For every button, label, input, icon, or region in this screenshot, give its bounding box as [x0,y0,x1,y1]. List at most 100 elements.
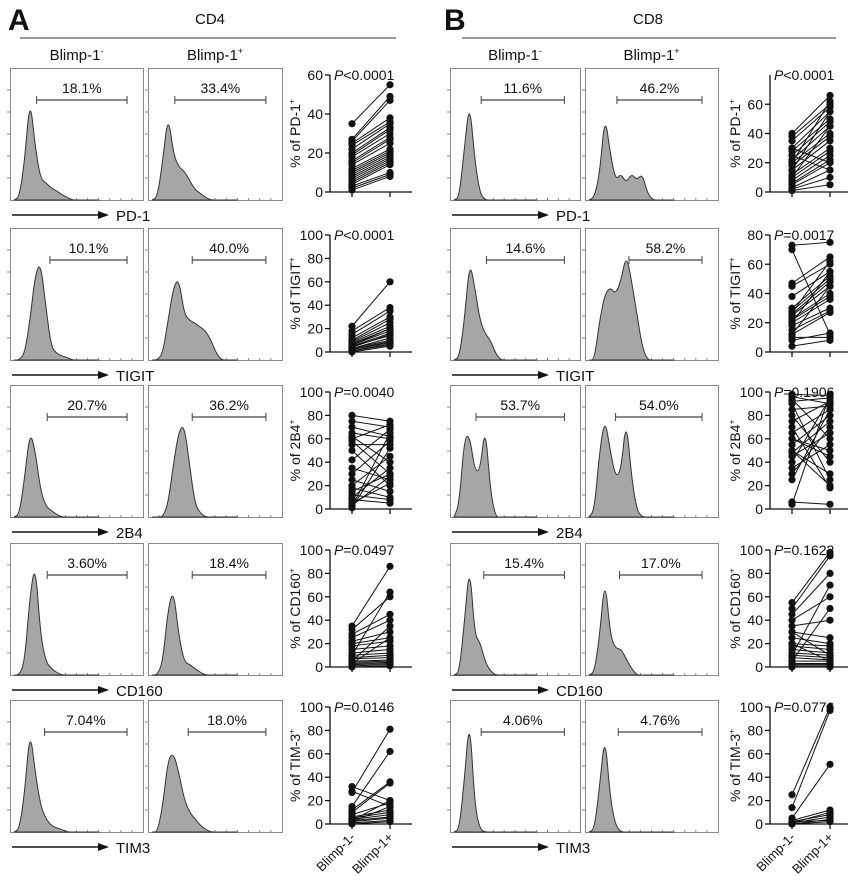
y-tick-label: 20 [747,793,763,809]
pair-line [351,786,391,802]
column-header: Blimp-1+ [623,46,679,64]
gate-percentage: 20.7% [67,397,107,413]
data-point-blimp-pos [826,808,834,816]
pair-line [351,637,391,664]
histogram: 58.2% [582,228,719,361]
x-tick-label: Blimp-1+ [789,830,836,877]
pair-line [351,156,391,177]
pair-line [351,816,391,821]
data-point-blimp-neg [348,464,356,472]
pair-line [351,429,391,461]
histogram: 4.06% [447,700,581,833]
pair-line [351,467,391,498]
data-point-blimp-neg [348,423,356,431]
histogram: 36.2% [145,385,283,518]
pair-line [791,398,831,440]
marker-label: 2B4 [556,525,583,542]
row-tim3: 4.06% 4.76% TIM3 0 20 40 60 80 100 % of TIM-3+ P=0… [447,699,848,877]
y-tick-label: 20 [747,315,763,331]
pair-line [351,821,391,825]
y-tick-label: 40 [307,106,323,122]
y-tick-label: 60 [307,746,323,762]
gate-percentage: 53.7% [500,397,540,413]
data-point-blimp-neg [788,159,796,167]
data-point-blimp-pos [386,610,394,618]
data-point-blimp-pos [826,634,834,642]
y-tick-label: 0 [755,659,763,675]
data-point-blimp-neg [788,151,796,160]
data-point-blimp-neg [348,504,356,512]
gate-percentage: 40.0% [209,240,249,256]
pair-line [351,150,391,171]
y-axis-label: % of TIM-3+ [286,729,303,802]
pair-line [791,256,831,284]
pair-line [791,420,831,454]
pair-line [351,152,391,173]
histogram: 53.7% [447,385,581,518]
pair-line [791,393,831,397]
data-point-blimp-pos [386,452,394,460]
y-tick-label: 60 [747,746,763,762]
pair-line [351,310,391,335]
pair-line [351,335,391,347]
data-point-blimp-pos [386,81,394,89]
data-point-blimp-neg [788,137,796,145]
data-point-blimp-pos [386,725,394,733]
data-point-blimp-pos [826,581,834,589]
histogram-curve [588,125,675,201]
pair-line [791,501,831,505]
pair-line [791,394,831,505]
histogram: 14.6% [447,228,581,361]
row-2b4: 20.7% 36.2% 2B4 0 20 40 60 80 100 % of 2B4+ P=0.00… [7,384,412,542]
paired-dot-plot: 0 20 40 60 80 100 % of 2B4+ P=0.1906 [726,384,848,517]
paired-dot-plot: 0 20 40 60 80 100 % of CD160+ P=0.0497 [286,542,412,675]
y-tick-label: 20 [307,321,323,337]
row-tigit: 10.1% 40.0% TIGIT 0 20 40 60 80 100 % of TIGIT+ P<… [7,227,412,385]
data-point-blimp-pos [826,476,834,484]
data-point-blimp-pos [386,307,394,315]
pair-line [791,95,831,134]
data-point-blimp-pos [386,797,394,805]
pair-line [351,654,391,659]
pair-line [351,432,391,440]
arrow-head-icon [98,686,109,694]
histogram: 10.1% [7,228,144,361]
histogram-curve [152,281,238,361]
y-tick-label: 60 [307,431,323,447]
arrow-head-icon [538,686,549,694]
data-point-blimp-neg [788,663,796,671]
panel-title: CD8 [633,11,663,28]
pair-line [351,467,391,481]
p-value: P<0.0001 [334,227,395,243]
y-axis-label: % of PD-1+ [286,99,303,168]
pair-line [351,160,391,181]
pair-line [351,664,391,667]
pair-line [791,450,831,475]
data-point-blimp-pos [826,329,834,337]
pair-line [791,278,831,312]
histogram: 3.60% [7,543,144,676]
pair-line [791,710,831,808]
pair-line [791,426,831,489]
y-tick-label: 80 [747,407,763,423]
pair-line [791,295,831,321]
pair-line [791,285,831,316]
pair-line [791,573,831,615]
pair-line [351,665,391,668]
arrow-head-icon [98,843,109,851]
pair-line [351,148,391,170]
pair-line [351,661,391,664]
data-point-blimp-neg [788,292,796,301]
row-cd160: 15.4% 17.0% CD160 0 20 40 60 80 100 % of CD160+ P=… [447,542,848,700]
data-point-blimp-pos [386,588,394,596]
y-tick-label: 20 [307,793,323,809]
pair-line [351,133,391,158]
pair-line [351,175,391,191]
y-tick-label: 60 [747,256,763,272]
y-tick-label: 60 [747,589,763,605]
pair-line [351,318,391,341]
pair-line [791,403,831,480]
data-point-blimp-neg [788,651,796,659]
histogram-curve [453,113,538,201]
